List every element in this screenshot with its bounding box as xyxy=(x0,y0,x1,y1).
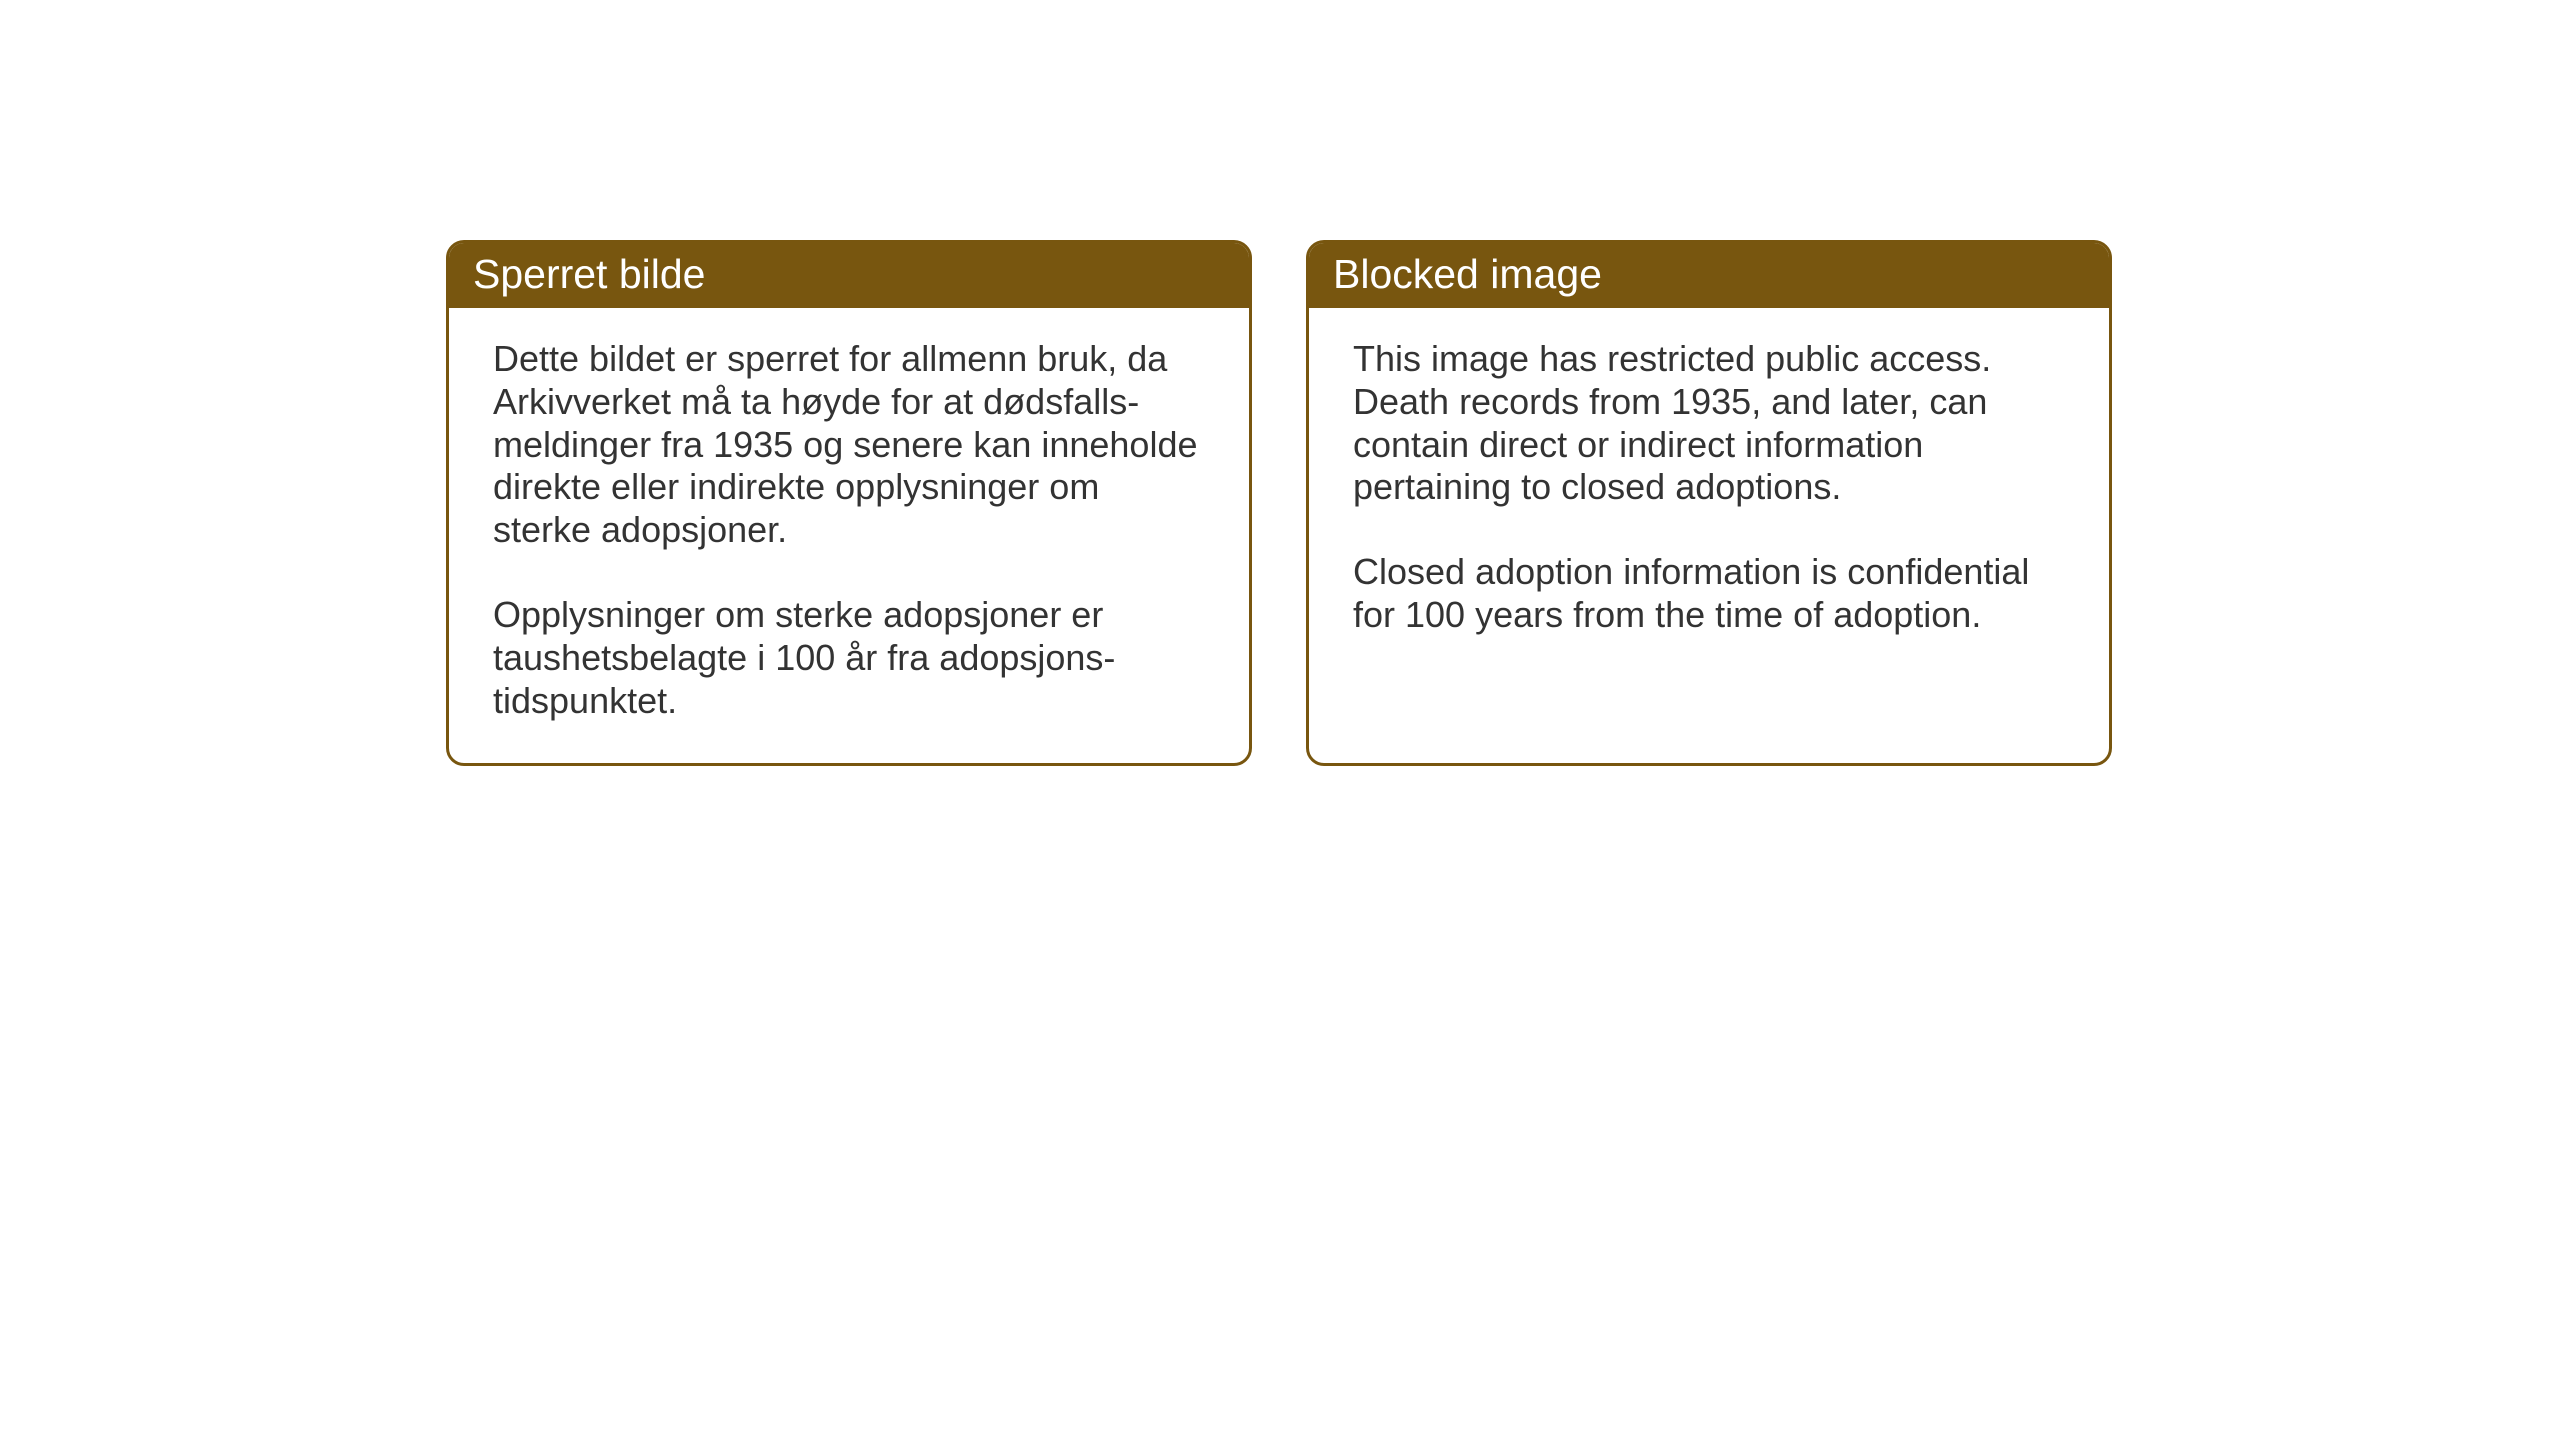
panel-title-norwegian: Sperret bilde xyxy=(473,251,705,297)
paragraph-1-norwegian: Dette bildet er sperret for allmenn bruk… xyxy=(493,338,1205,552)
panel-header-english: Blocked image xyxy=(1309,243,2109,308)
notice-panel-english: Blocked image This image has restricted … xyxy=(1306,240,2112,766)
paragraph-2-norwegian: Opplysninger om sterke adopsjoner er tau… xyxy=(493,594,1205,722)
panel-body-norwegian: Dette bildet er sperret for allmenn bruk… xyxy=(449,308,1249,763)
notice-panel-norwegian: Sperret bilde Dette bildet er sperret fo… xyxy=(446,240,1252,766)
panel-header-norwegian: Sperret bilde xyxy=(449,243,1249,308)
paragraph-2-english: Closed adoption information is confident… xyxy=(1353,551,2065,637)
paragraph-1-english: This image has restricted public access.… xyxy=(1353,338,2065,509)
panel-title-english: Blocked image xyxy=(1333,251,1602,297)
panel-body-english: This image has restricted public access.… xyxy=(1309,308,2109,747)
notice-container: Sperret bilde Dette bildet er sperret fo… xyxy=(446,240,2112,766)
